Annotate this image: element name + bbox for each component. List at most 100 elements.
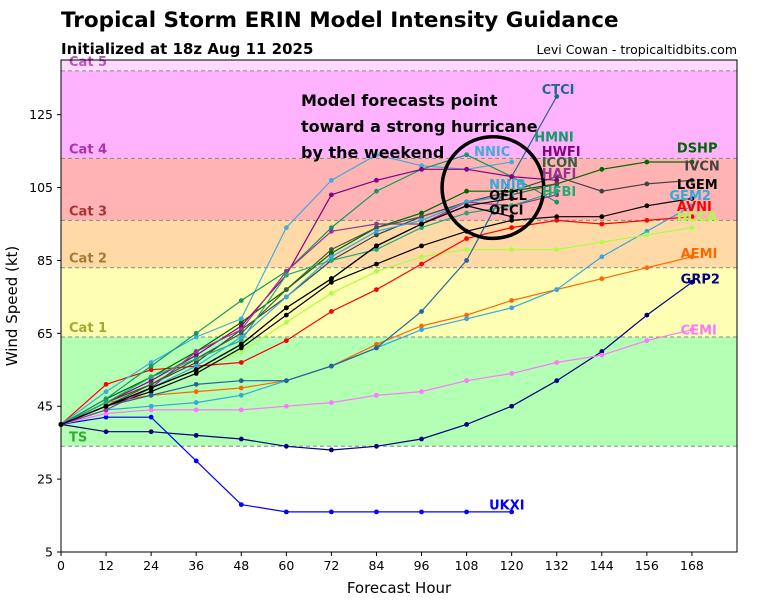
data-point: [599, 352, 605, 358]
data-point: [193, 330, 199, 336]
data-point: [419, 436, 424, 442]
series-hfbi: [58, 188, 560, 427]
data-point: [599, 221, 605, 227]
x-tick-label: 36: [188, 558, 204, 573]
data-point: [148, 374, 154, 380]
data-point: [329, 309, 334, 314]
y-tick-label: 25: [37, 472, 53, 487]
category-label: Cat 5: [69, 55, 107, 70]
data-point: [599, 214, 605, 220]
data-point: [689, 254, 695, 260]
data-point: [238, 407, 244, 413]
data-point: [509, 159, 515, 165]
data-point: [374, 341, 379, 347]
category-label: TS: [69, 430, 87, 445]
data-point: [374, 188, 379, 194]
data-point: [374, 392, 379, 398]
chart-title: Tropical Storm ERIN Model Intensity Guid…: [61, 8, 619, 33]
data-point: [509, 174, 515, 180]
data-point: [554, 378, 560, 384]
data-point: [419, 261, 424, 267]
data-point: [644, 203, 650, 209]
model-label: CTCI: [542, 83, 575, 98]
data-point: [554, 181, 560, 187]
data-point: [238, 341, 244, 347]
data-point: [419, 323, 424, 329]
data-point: [103, 429, 109, 435]
data-point: [283, 403, 289, 409]
series-line: [60, 168, 557, 425]
data-point: [374, 221, 379, 227]
data-point: [554, 177, 560, 183]
data-point: [554, 247, 560, 252]
model-label: HCCA: [677, 211, 717, 226]
data-point: [329, 447, 334, 453]
data-point: [464, 312, 469, 318]
data-point: [238, 378, 244, 384]
data-point: [238, 320, 244, 325]
data-point: [374, 228, 379, 234]
data-point: [689, 203, 695, 209]
data-point: [554, 217, 560, 223]
data-point: [148, 403, 154, 409]
x-tick-label: 72: [323, 558, 339, 573]
data-point: [193, 367, 199, 373]
data-point: [193, 371, 199, 376]
data-point: [644, 265, 650, 271]
data-point: [238, 316, 244, 322]
data-point: [329, 290, 334, 296]
data-point: [419, 309, 424, 314]
chart-credit: Levi Cowan - tropicaltidbits.com: [536, 42, 737, 57]
data-point: [644, 232, 650, 238]
data-point: [103, 414, 109, 420]
data-point: [329, 228, 334, 234]
x-tick-label: 24: [143, 558, 159, 573]
data-point: [509, 298, 515, 303]
x-tick-label: 156: [635, 558, 659, 573]
data-point: [509, 371, 515, 376]
data-point: [374, 225, 379, 231]
data-point: [689, 327, 695, 333]
data-point: [103, 403, 109, 409]
data-point: [464, 422, 469, 427]
data-point: [329, 276, 334, 282]
data-point: [644, 228, 650, 234]
model-label: HWFI: [542, 145, 581, 160]
data-point: [554, 287, 560, 292]
model-label: NNIB: [489, 178, 526, 193]
data-point: [283, 338, 289, 344]
data-point: [103, 396, 109, 402]
band-cat-1: [61, 267, 737, 337]
plot-frame: [60, 59, 738, 553]
data-point: [238, 349, 244, 354]
data-point: [599, 276, 605, 282]
band-cat-4: [61, 70, 737, 159]
data-point: [329, 225, 334, 231]
x-tick-label: 132: [545, 558, 569, 573]
data-point: [193, 407, 199, 413]
series-grp2: [58, 279, 695, 453]
model-label: AEMI: [681, 247, 718, 262]
data-point: [464, 203, 469, 209]
data-point: [283, 443, 289, 449]
chart-subtitle: Initialized at 18z Aug 11 2025: [61, 40, 314, 58]
y-tick-label: 5: [45, 545, 53, 560]
data-point: [554, 192, 560, 198]
data-point: [419, 389, 424, 395]
data-point: [509, 509, 515, 515]
data-point: [374, 261, 379, 267]
model-label: IVCN: [684, 160, 719, 175]
x-axis-label: Forecast Hour: [347, 579, 452, 597]
data-point: [193, 356, 199, 362]
data-point: [283, 294, 289, 300]
data-point: [329, 509, 334, 515]
annotation: Model forecasts point toward a strong hur…: [301, 91, 546, 241]
data-point: [419, 163, 424, 169]
band-cat-5: [61, 60, 737, 71]
data-point: [419, 214, 424, 220]
data-point: [283, 305, 289, 311]
category-label: Cat 1: [69, 321, 107, 336]
data-point: [644, 217, 650, 223]
data-point: [238, 392, 244, 398]
x-tick-label: 60: [278, 558, 294, 573]
